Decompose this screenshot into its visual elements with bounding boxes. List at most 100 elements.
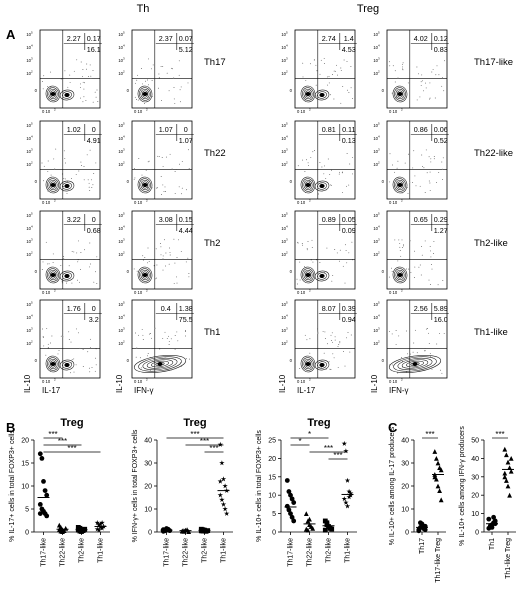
population-contour <box>59 270 75 282</box>
event-dot <box>301 243 303 244</box>
event-dot <box>173 87 175 88</box>
data-point <box>222 506 228 512</box>
quadrant-lower-right: 4.91 <box>87 136 101 145</box>
event-dot <box>185 335 186 337</box>
event-dot <box>168 340 170 342</box>
event-dot <box>87 351 89 353</box>
population-contour <box>146 359 174 369</box>
population-contour <box>394 87 406 101</box>
event-dot <box>401 247 403 249</box>
y-tick-label: 0 <box>148 530 152 537</box>
event-dot <box>165 252 167 254</box>
quadrant-lower-right: 4.53 <box>342 45 356 54</box>
y-tick-exponent: 3 <box>123 327 125 331</box>
event-dot <box>147 247 149 249</box>
event-dot <box>350 334 352 336</box>
y-tick-label: 10 <box>373 328 378 333</box>
y-tick-label: 10 <box>281 162 286 167</box>
y-tick-exponent: 3 <box>286 327 288 331</box>
data-point <box>505 483 511 489</box>
population-core <box>64 363 70 367</box>
data-point <box>341 440 347 446</box>
data-point <box>435 460 441 466</box>
data-point <box>305 527 311 533</box>
event-dot <box>140 86 142 88</box>
y-tick-label: 10 <box>373 162 378 167</box>
y-tick-label: 40 <box>144 438 152 445</box>
event-dot <box>82 101 84 103</box>
data-point <box>220 501 227 507</box>
y-tick-label: 10 <box>118 315 123 320</box>
event-dot <box>169 254 171 256</box>
y-tick-exponent: 4 <box>378 135 380 139</box>
y-tick-exponent: 5 <box>286 301 288 305</box>
event-dot <box>401 366 403 368</box>
data-point <box>341 496 347 502</box>
event-dot <box>173 282 175 284</box>
event-dot <box>69 81 71 83</box>
event-dot <box>342 265 344 267</box>
data-point <box>94 526 100 532</box>
data-point <box>438 467 444 473</box>
data-point <box>343 499 349 505</box>
y-tick-exponent: 3 <box>123 57 125 61</box>
event-dot <box>319 182 321 184</box>
event-dot <box>427 328 428 329</box>
population-contour <box>139 178 151 192</box>
quadrant-lower-right: 5.12 <box>179 45 193 54</box>
event-dot <box>71 362 73 364</box>
y-tick-label: 10 <box>26 226 31 231</box>
population-contour <box>302 357 314 371</box>
event-dot <box>403 244 404 246</box>
plot-frame <box>386 210 448 290</box>
event-dot <box>152 64 154 66</box>
event-dot <box>400 255 402 257</box>
event-dot <box>66 181 68 182</box>
event-dot <box>63 186 65 187</box>
y-tick-zero: 0 <box>382 179 385 184</box>
event-dot <box>162 165 164 167</box>
population-core <box>50 362 56 366</box>
y-tick-label: 10 <box>373 252 378 257</box>
dot-plot: 0 10 20 30 40 % IL-10+ cells among IL-17 prod… <box>389 426 446 583</box>
event-dot <box>68 265 70 267</box>
event-dot <box>401 357 403 359</box>
event-dot <box>51 335 53 337</box>
event-dot <box>153 265 155 267</box>
event-dot <box>304 95 306 97</box>
event-dot <box>173 77 175 79</box>
population-contour <box>138 356 182 372</box>
significance-label: *** <box>333 451 342 460</box>
event-dot <box>342 86 344 88</box>
y-tick-label: 10 <box>21 484 29 491</box>
event-dot <box>433 253 435 254</box>
event-dot <box>349 351 351 353</box>
event-dot <box>63 177 65 179</box>
x-tick-zero: 0 10 <box>389 200 398 205</box>
population-core <box>305 183 311 187</box>
row-label-th: Th2 <box>204 238 220 249</box>
event-dot <box>173 238 175 240</box>
event-dot <box>425 328 427 330</box>
event-dot <box>47 347 49 348</box>
event-dot <box>442 280 444 281</box>
event-dot <box>47 343 49 345</box>
event-dot <box>48 263 50 265</box>
event-dot <box>434 97 436 99</box>
event-dot <box>170 338 172 340</box>
population-core <box>397 183 403 187</box>
y-tick-label: 10 <box>118 45 123 50</box>
event-dot <box>57 353 59 355</box>
data-point <box>97 524 104 530</box>
event-dot <box>43 165 45 167</box>
y-tick-label: 10 <box>281 136 286 141</box>
event-dot <box>429 246 431 248</box>
event-dot <box>81 165 83 166</box>
quadrant-lower-right: 1.07 <box>179 136 193 145</box>
event-dot <box>337 346 339 348</box>
plot-frame <box>294 29 356 109</box>
